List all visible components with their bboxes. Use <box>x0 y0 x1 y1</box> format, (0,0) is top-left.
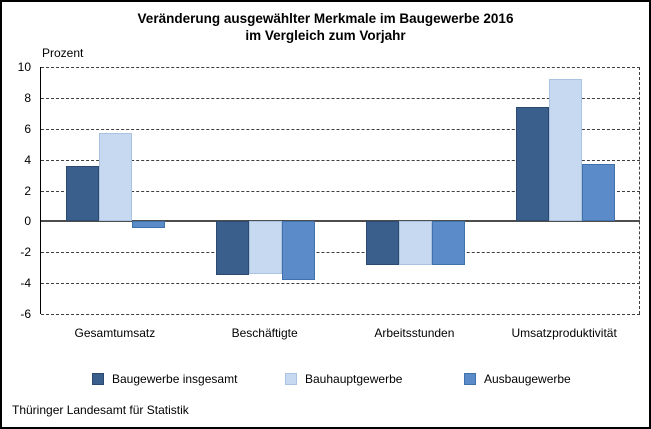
bar <box>66 165 100 222</box>
category-label-arbeitsstunden: Arbeitsstunden <box>374 326 455 340</box>
gridline <box>41 190 640 192</box>
legend-label: Bauhauptgewerbe <box>305 372 403 386</box>
plot-right-border <box>639 67 640 314</box>
y-tick-label: 6 <box>24 121 31 136</box>
gridline <box>41 314 640 315</box>
legend-swatch-bauhauptgewerbe <box>285 373 297 385</box>
gridline <box>41 159 640 161</box>
y-tick-label: -4 <box>20 276 31 291</box>
y-tick-label: 2 <box>24 183 31 198</box>
legend-swatch-baugewerbe-insgesamt <box>92 373 104 385</box>
bar <box>99 133 133 222</box>
bar <box>431 221 465 265</box>
bar <box>398 221 432 265</box>
category-label-gesamtumsatz: Gesamtumsatz <box>74 326 156 340</box>
chart-title-line2: im Vergleich zum Vorjahr <box>245 27 406 43</box>
y-tick-label: 4 <box>24 152 31 167</box>
bar <box>548 79 582 222</box>
y-tick-label: 10 <box>17 60 31 74</box>
legend-item-bauhauptgewerbe: Bauhauptgewerbe <box>285 372 402 386</box>
y-tick-label: 0 <box>24 214 31 229</box>
legend-item-ausbaugewerbe: Ausbaugewerbe <box>464 372 571 386</box>
zero-axis-line <box>41 220 640 223</box>
bar <box>581 164 615 222</box>
y-tick-label: 8 <box>24 90 31 105</box>
gridline <box>41 252 640 254</box>
category-label-beschaeftigte: Beschäftigte <box>231 326 298 340</box>
y-tick-label: -6 <box>20 307 31 321</box>
legend: Baugewerbe insgesamt Bauhauptgewerbe Aus… <box>2 372 649 392</box>
legend-label: Ausbaugewerbe <box>484 372 571 386</box>
bar <box>249 221 283 274</box>
y-tick-label: -2 <box>20 245 31 260</box>
legend-item-baugewerbe-insgesamt: Baugewerbe insgesamt <box>92 372 237 386</box>
category-label-umsatzproduktivitaet: Umsatzproduktivität <box>511 326 617 340</box>
gridline <box>41 283 640 285</box>
bar <box>132 221 166 228</box>
bar <box>365 221 399 265</box>
legend-label: Baugewerbe insgesamt <box>112 372 238 386</box>
chart-title: Veränderung ausgewählter Merkmale im Bau… <box>2 11 649 45</box>
bar <box>515 107 549 222</box>
bar <box>282 221 316 281</box>
source-attribution: Thüringer Landesamt für Statistik <box>12 403 189 417</box>
legend-swatch-ausbaugewerbe <box>464 373 476 385</box>
y-axis-unit-label: Prozent <box>42 46 84 60</box>
gridline <box>41 67 640 68</box>
chart-title-line1: Veränderung ausgewählter Merkmale im Bau… <box>137 11 514 26</box>
gridline <box>41 128 640 130</box>
bar <box>216 221 250 276</box>
plot-area <box>40 67 640 315</box>
gridline <box>41 97 640 99</box>
